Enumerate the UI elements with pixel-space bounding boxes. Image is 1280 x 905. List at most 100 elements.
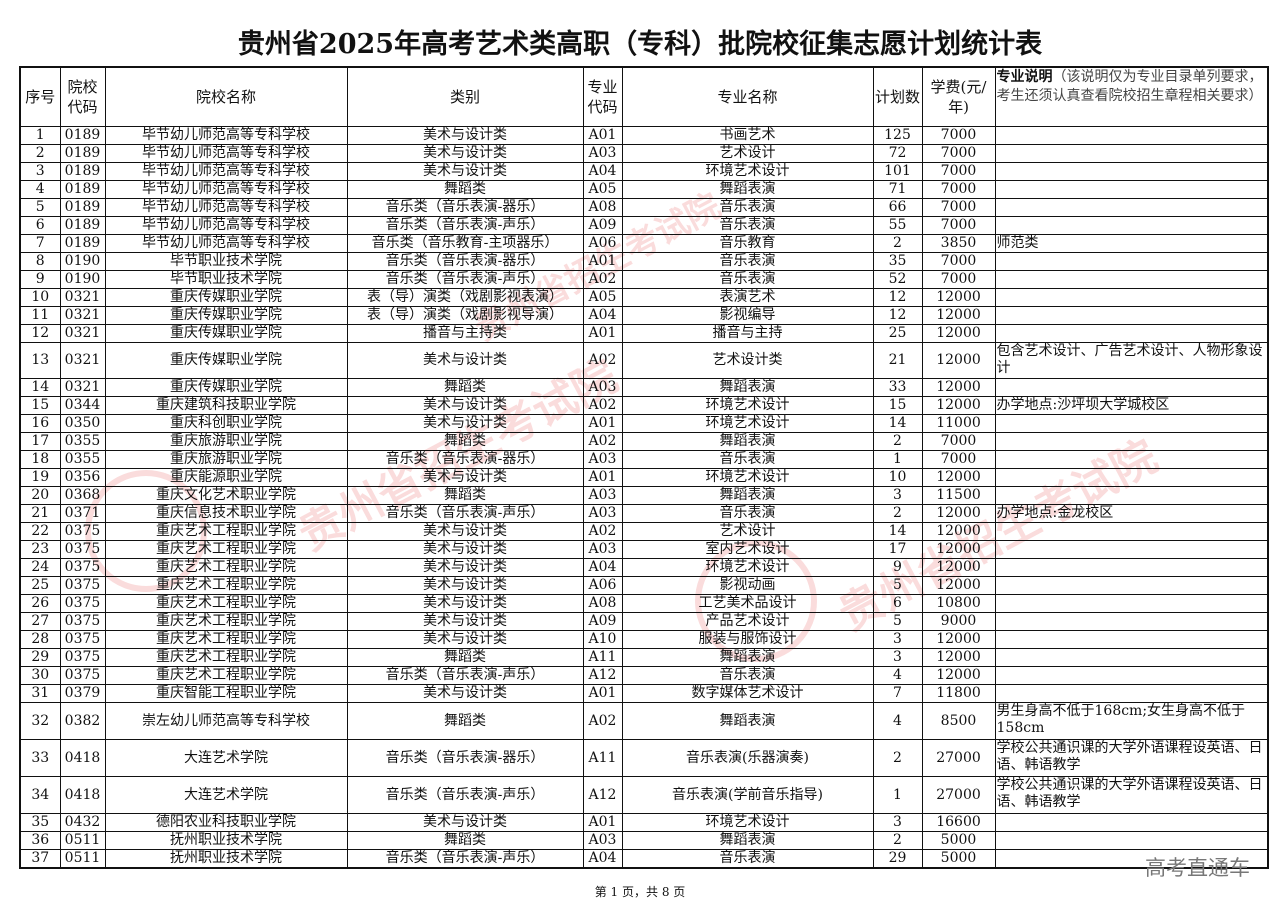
cell-fee: 7000 [921, 162, 996, 181]
cell-seq: 31 [19, 684, 61, 703]
cell-school-name: 重庆科创职业学院 [104, 414, 348, 433]
cell-fee: 12000 [921, 306, 996, 325]
cell-fee: 12000 [921, 630, 996, 649]
cell-seq: 1 [19, 126, 61, 145]
cell-category: 美术与设计类 [346, 126, 584, 145]
cell-school-code: 0382 [59, 702, 106, 740]
cell-school-code: 0375 [59, 648, 106, 667]
table-row: 1 0189 毕节幼儿师范高等专科学校 美术与设计类 A01 书画艺术 125 7000 [19, 126, 1269, 145]
cell-major-name: 音乐表演 [621, 450, 874, 469]
cell-major-code: A01 [582, 324, 623, 343]
cell-fee: 12000 [921, 396, 996, 415]
cell-seq: 22 [19, 522, 61, 541]
cell-plan: 71 [872, 180, 923, 199]
cell-note [994, 684, 1269, 703]
cell-plan: 72 [872, 144, 923, 163]
cell-major-name: 音乐表演 [621, 270, 874, 289]
cell-fee: 12000 [921, 648, 996, 667]
cell-note [994, 144, 1269, 163]
header-major-name: 专业名称 [621, 66, 874, 127]
cell-category: 美术与设计类 [346, 813, 584, 832]
cell-major-code: A03 [582, 831, 623, 850]
cell-school-code: 0189 [59, 126, 106, 145]
cell-major-name: 音乐表演 [621, 252, 874, 271]
cell-fee: 9000 [921, 612, 996, 631]
table-row: 9 0190 毕节职业技术学院 音乐类（音乐表演-声乐） A02 音乐表演 52 7000 [19, 270, 1269, 289]
cell-major-code: A01 [582, 414, 623, 433]
cell-major-name: 艺术设计类 [621, 342, 874, 379]
table-row: 20 0368 重庆文化艺术职业学院 舞蹈类 A03 舞蹈表演 3 11500 [19, 486, 1269, 505]
cell-major-name: 艺术设计 [621, 144, 874, 163]
cell-fee: 8500 [921, 702, 996, 740]
cell-school-code: 0375 [59, 630, 106, 649]
cell-category: 音乐类（音乐表演-声乐） [346, 270, 584, 289]
cell-major-name: 书画艺术 [621, 126, 874, 145]
cell-school-name: 重庆艺术工程职业学院 [104, 522, 348, 541]
cell-seq: 29 [19, 648, 61, 667]
cell-note [994, 288, 1269, 307]
cell-major-code: A05 [582, 288, 623, 307]
cell-school-code: 0375 [59, 522, 106, 541]
table-row: 10 0321 重庆传媒职业学院 表（导）演类（戏剧影视表演） A05 表演艺术 12 120… [19, 288, 1269, 307]
cell-major-code: A04 [582, 849, 623, 869]
cell-major-code: A03 [582, 450, 623, 469]
cell-school-name: 重庆艺术工程职业学院 [104, 612, 348, 631]
cell-category: 音乐类（音乐表演-器乐） [346, 252, 584, 271]
cell-school-name: 重庆艺术工程职业学院 [104, 540, 348, 559]
header-note-desc: （该说明仅为专业目录单列要求，考生还须认真查看院校招生章程相关要求） [996, 69, 1263, 104]
cell-note [994, 558, 1269, 577]
table-row: 12 0321 重庆传媒职业学院 播音与主持类 A01 播音与主持 25 12000 [19, 324, 1269, 343]
header-plan: 计划数 [872, 66, 923, 127]
cell-plan: 7 [872, 684, 923, 703]
cell-school-code: 0321 [59, 324, 106, 343]
cell-major-name: 表演艺术 [621, 288, 874, 307]
cell-category: 音乐类（音乐表演-器乐） [346, 450, 584, 469]
cell-major-code: A03 [582, 504, 623, 523]
cell-seq: 10 [19, 288, 61, 307]
cell-major-code: A02 [582, 342, 623, 379]
cell-category: 舞蹈类 [346, 831, 584, 850]
cell-major-code: A02 [582, 270, 623, 289]
cell-plan: 14 [872, 522, 923, 541]
cell-note: 办学地点:沙坪坝大学城校区 [994, 396, 1269, 415]
cell-note: 师范类 [994, 234, 1269, 253]
cell-school-name: 重庆艺术工程职业学院 [104, 576, 348, 595]
cell-category: 美术与设计类 [346, 684, 584, 703]
cell-seq: 9 [19, 270, 61, 289]
table-row: 24 0375 重庆艺术工程职业学院 美术与设计类 A04 环境艺术设计 9 12000 [19, 558, 1269, 577]
table-row: 21 0371 重庆信息技术职业学院 音乐类（音乐表演-声乐） A03 音乐表演 2 1200… [19, 504, 1269, 523]
cell-plan: 3 [872, 813, 923, 832]
cell-school-code: 0321 [59, 342, 106, 379]
cell-major-code: A06 [582, 576, 623, 595]
cell-school-name: 重庆艺术工程职业学院 [104, 558, 348, 577]
cell-fee: 3850 [921, 234, 996, 253]
cell-school-name: 重庆传媒职业学院 [104, 306, 348, 325]
cell-major-name: 环境艺术设计 [621, 468, 874, 487]
cell-school-code: 0189 [59, 216, 106, 235]
table-row: 6 0189 毕节幼儿师范高等专科学校 音乐类（音乐表演-声乐） A09 音乐表演 55 70… [19, 216, 1269, 235]
cell-major-name: 舞蹈表演 [621, 486, 874, 505]
cell-note [994, 432, 1269, 451]
cell-major-name: 环境艺术设计 [621, 813, 874, 832]
cell-plan: 35 [872, 252, 923, 271]
cell-major-code: A04 [582, 306, 623, 325]
cell-note [994, 180, 1269, 199]
cell-school-code: 0375 [59, 612, 106, 631]
cell-school-name: 重庆文化艺术职业学院 [104, 486, 348, 505]
cell-note: 学校公共通识课的大学外语课程设英语、日语、韩语教学 [994, 739, 1269, 777]
cell-seq: 14 [19, 378, 61, 397]
cell-plan: 17 [872, 540, 923, 559]
table-row: 34 0418 大连艺术学院 音乐类（音乐表演-声乐） A12 音乐表演(学前音乐指导) 1… [19, 776, 1269, 814]
cell-category: 舞蹈类 [346, 486, 584, 505]
cell-major-code: A10 [582, 630, 623, 649]
cell-school-name: 重庆信息技术职业学院 [104, 504, 348, 523]
cell-school-name: 重庆旅游职业学院 [104, 450, 348, 469]
enrollment-plan-table: 序号 院校代码 院校名称 类别 专业代码 专业名称 计划数 学费(元/年) 专业… [19, 66, 1269, 869]
cell-seq: 27 [19, 612, 61, 631]
cell-seq: 20 [19, 486, 61, 505]
cell-seq: 25 [19, 576, 61, 595]
cell-note [994, 540, 1269, 559]
cell-category: 美术与设计类 [346, 162, 584, 181]
cell-category: 音乐类（音乐表演-器乐） [346, 739, 584, 777]
table-row: 11 0321 重庆传媒职业学院 表（导）演类（戏剧影视导演） A04 影视编导 12 120… [19, 306, 1269, 325]
